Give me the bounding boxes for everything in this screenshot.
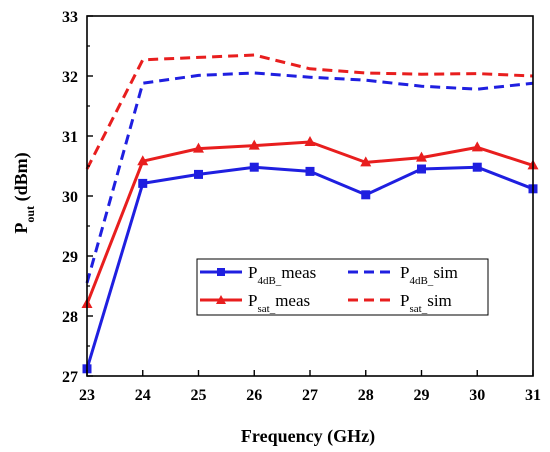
y-tick-label: 32 xyxy=(62,69,78,86)
y-tick-label: 28 xyxy=(62,309,78,326)
series-line-psat-sim xyxy=(85,53,534,170)
y-tick-label: 33 xyxy=(62,9,78,26)
legend: P4dB_meas P4dB_sim Psat_meas Psat_sim xyxy=(196,258,489,316)
y-tick-label: 31 xyxy=(62,129,78,146)
legend-label-p4db-meas: P4dB_meas xyxy=(248,263,316,287)
plot-lines xyxy=(85,53,534,370)
data-point-psat-meas xyxy=(304,136,316,146)
legend-entry-psat-meas: Psat_meas xyxy=(200,291,310,315)
y-tick-label: 27 xyxy=(62,369,78,386)
legend-label-p4db-sim: P4dB_sim xyxy=(400,263,458,287)
data-point-psat-meas xyxy=(193,142,204,153)
legend-label-psat-meas: Psat_meas xyxy=(248,291,310,315)
data-point-psat-meas xyxy=(248,139,260,150)
x-tick-label: 23 xyxy=(79,387,95,404)
y-tick-label: 29 xyxy=(62,249,78,266)
data-point-p4db-meas xyxy=(305,166,315,176)
legend-box xyxy=(196,258,489,316)
data-point-p4db-meas xyxy=(417,164,426,174)
plot-markers xyxy=(81,136,539,374)
x-tick-label: 26 xyxy=(246,387,262,404)
x-axis-title: Frequency (GHz) xyxy=(241,426,375,447)
x-tick-label: 27 xyxy=(302,387,318,404)
series-line-p4db-sim xyxy=(85,71,534,284)
data-point-p4db-meas xyxy=(249,162,259,172)
y-tick-label: 30 xyxy=(62,189,78,206)
x-tick-label: 29 xyxy=(414,387,430,404)
x-tick-label: 28 xyxy=(358,387,374,404)
legend-entry-p4db-sim: P4dB_sim xyxy=(348,263,458,287)
data-point-psat-meas xyxy=(360,156,372,167)
data-point-psat-meas xyxy=(416,151,427,162)
legend-entry-p4db-meas: P4dB_meas xyxy=(200,263,316,287)
data-point-p4db-meas xyxy=(361,190,371,200)
data-point-psat-meas xyxy=(137,155,149,166)
data-point-p4db-meas xyxy=(472,162,482,172)
tick-labels: 23 24 25 26 27 28 29 30 31 27 28 29 30 31 32 33 xyxy=(62,9,541,404)
x-tick-label: 31 xyxy=(525,387,541,404)
data-point-p4db-meas xyxy=(138,178,148,188)
axis-ticks xyxy=(86,15,534,377)
legend-label-psat-sim: Psat_sim xyxy=(400,291,452,315)
legend-entry-psat-sim: Psat_sim xyxy=(348,291,452,315)
data-point-psat-meas xyxy=(471,141,483,152)
x-tick-label: 25 xyxy=(191,387,207,404)
data-point-p4db-meas xyxy=(194,169,203,179)
x-tick-label: 30 xyxy=(469,387,485,404)
y-axis-title: Pout (dBm) xyxy=(11,152,37,233)
x-tick-label: 24 xyxy=(135,387,151,404)
